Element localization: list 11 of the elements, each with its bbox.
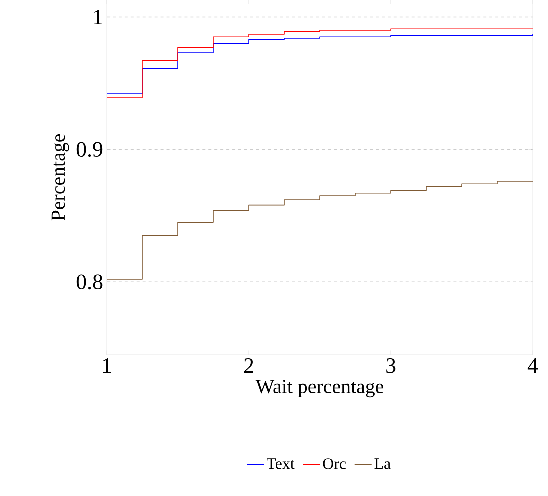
- y-tick-label: 0.9: [76, 142, 103, 158]
- legend-label: La: [374, 458, 391, 470]
- x-tick-label: 3: [386, 358, 396, 374]
- x-axis-title: Wait percentage: [256, 380, 384, 398]
- legend-label: Text: [267, 458, 295, 470]
- y-tick-label: 0.8: [76, 274, 103, 290]
- x-tick-label: 2: [244, 358, 254, 374]
- x-tick-label: 4: [528, 358, 538, 373]
- legend-label: Orc: [323, 458, 346, 470]
- y-axis-title: Percentage: [52, 134, 70, 221]
- y-tick-label: 1: [94, 10, 102, 24]
